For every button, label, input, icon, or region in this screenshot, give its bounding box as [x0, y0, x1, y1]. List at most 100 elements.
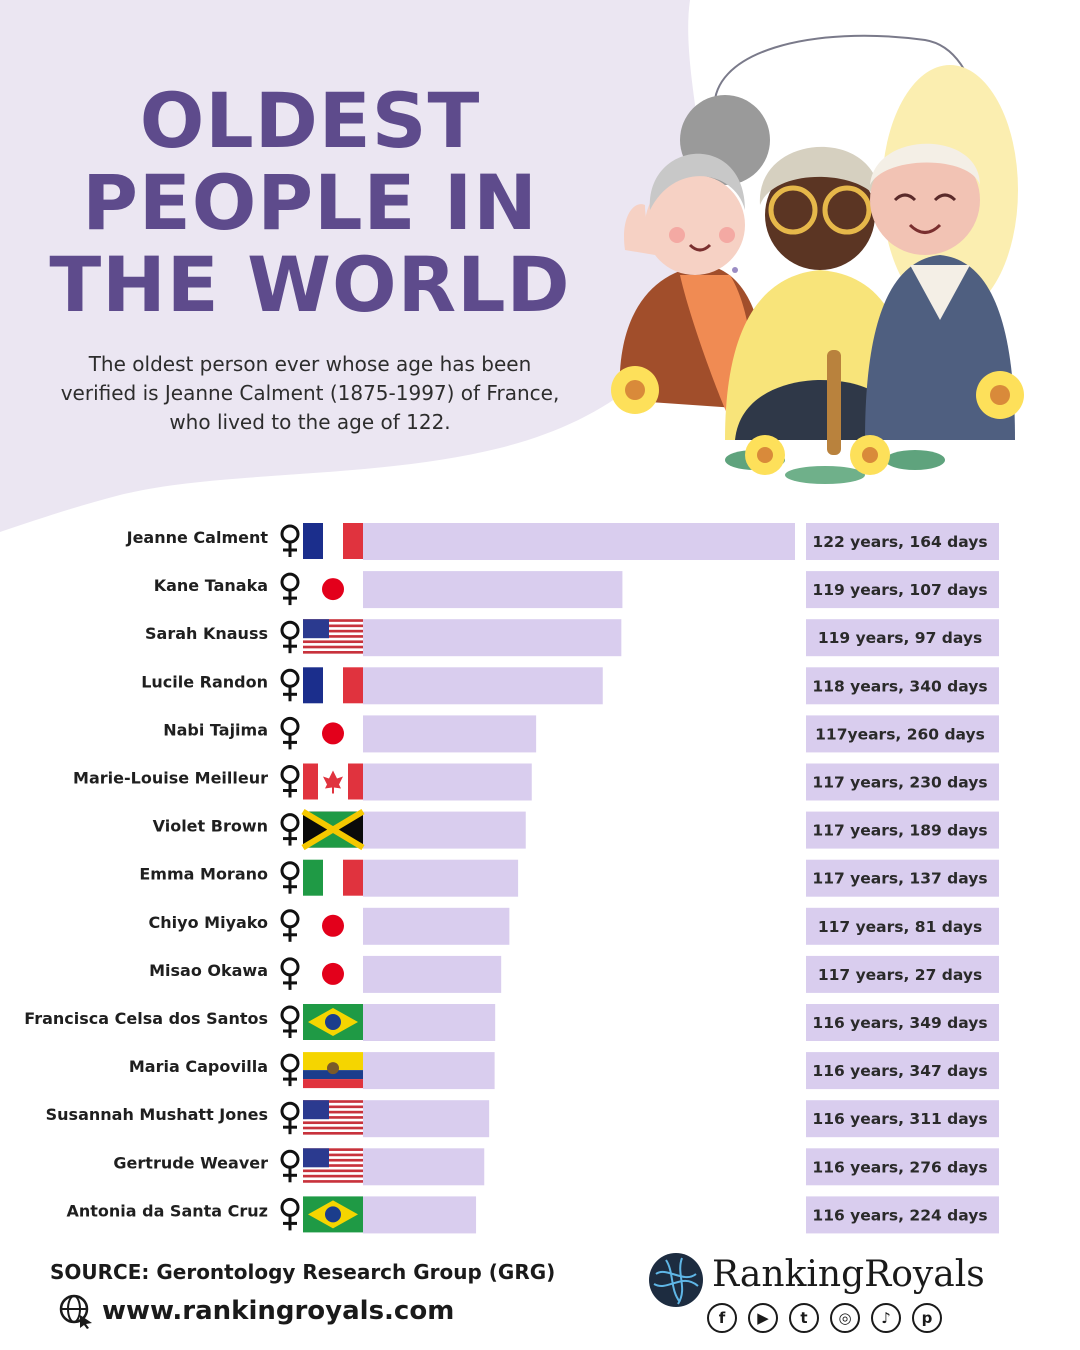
- category-label: Antonia da Santa Cruz: [66, 1201, 268, 1220]
- value-box: [806, 619, 999, 657]
- female-symbol-icon: [280, 524, 300, 557]
- value-label: 117 years, 137 days: [812, 870, 987, 888]
- value-box: [806, 955, 999, 993]
- category-label: Francisca Celsa dos Santos: [24, 1009, 268, 1028]
- category-label: Sarah Knauss: [145, 624, 268, 643]
- background-blob: [0, 0, 707, 532]
- flag-icon-japan: [303, 907, 363, 944]
- female-symbol-icon: [280, 909, 300, 942]
- category-label: Nabi Tajima: [163, 720, 268, 739]
- website-link[interactable]: www.rankingroyals.com: [102, 1296, 455, 1326]
- bar-12: [363, 1100, 490, 1138]
- value-label: 117 years, 27 days: [818, 966, 982, 984]
- value-label: 117 years, 189 days: [812, 822, 987, 840]
- female-symbol-icon: [280, 668, 300, 702]
- bar-13: [363, 1148, 485, 1186]
- pinterest-icon[interactable]: p: [912, 1303, 942, 1333]
- brand-name: RankingRoyals: [712, 1254, 985, 1295]
- female-symbol-icon: [280, 861, 300, 894]
- category-label: Chiyo Miyako: [149, 913, 268, 932]
- flag-icon-japan: [303, 955, 363, 992]
- value-box: [806, 1004, 999, 1041]
- value-label: 116 years, 276 days: [812, 1158, 987, 1176]
- bar-6: [363, 811, 526, 849]
- twitter-icon[interactable]: t: [789, 1303, 819, 1333]
- bar-8: [363, 907, 510, 945]
- title-line: PEOPLE IN: [82, 158, 538, 247]
- category-label: Gertrude Weaver: [113, 1153, 268, 1172]
- female-symbol-icon: [280, 1053, 300, 1087]
- bar-5: [363, 763, 532, 801]
- female-symbol-icon: [280, 1197, 300, 1231]
- tiktok-icon[interactable]: ♪: [871, 1303, 901, 1333]
- value-box: [806, 1196, 999, 1234]
- page-subtitle: The oldest person ever whose age has bee…: [60, 352, 560, 434]
- facebook-icon[interactable]: f: [707, 1303, 737, 1333]
- category-label: Lucile Randon: [141, 672, 268, 691]
- female-symbol-icon: [280, 572, 300, 606]
- female-symbol-icon: [280, 716, 300, 750]
- flag-icon-brazil: [303, 1196, 363, 1233]
- instagram-icon[interactable]: ◎: [830, 1303, 860, 1333]
- value-box: [806, 1148, 999, 1186]
- value-box: [806, 1100, 999, 1138]
- value-label: 118 years, 340 days: [812, 677, 987, 695]
- flag-icon-france: [303, 667, 363, 704]
- value-box: [806, 811, 999, 849]
- bar-4: [363, 715, 537, 753]
- social-icons-row: f ▶ t ◎ ♪ p: [707, 1303, 942, 1333]
- bar-0: [363, 523, 795, 560]
- value-box: [806, 667, 999, 705]
- flag-icon-canada: [303, 763, 363, 800]
- flag-icon-ecuador: [303, 1052, 363, 1089]
- website-row: www.rankingroyals.com: [58, 1292, 454, 1330]
- title-line: THE WORLD: [49, 240, 571, 329]
- value-label: 117years, 260 days: [815, 725, 985, 743]
- flag-icon-united-states: [303, 619, 363, 656]
- value-label: 119 years, 97 days: [818, 629, 982, 647]
- female-symbol-icon: [280, 813, 300, 846]
- bar-2: [363, 619, 622, 657]
- category-label: Kane Tanaka: [154, 576, 268, 595]
- category-label: Marie-Louise Meilleur: [73, 769, 268, 788]
- value-box: [806, 763, 999, 801]
- value-box: [806, 715, 999, 753]
- flag-icon-united-states: [303, 1148, 363, 1185]
- value-label: 116 years, 349 days: [812, 1014, 987, 1032]
- flag-icon-japan: [303, 715, 363, 752]
- value-label: 116 years, 347 days: [812, 1062, 987, 1080]
- female-symbol-icon: [280, 1149, 300, 1183]
- flag-icon-japan: [303, 571, 363, 608]
- female-symbol-icon: [280, 1101, 300, 1135]
- bar-11: [363, 1052, 495, 1090]
- flag-icon-united-states: [303, 1100, 363, 1137]
- category-label: Susannah Mushatt Jones: [46, 1105, 268, 1124]
- female-symbol-icon: [280, 957, 300, 990]
- page-title: OLDEST PEOPLE IN THE WORLD: [40, 80, 580, 326]
- value-box: [806, 523, 999, 560]
- youtube-icon[interactable]: ▶: [748, 1303, 778, 1333]
- category-label: Misao Okawa: [149, 961, 268, 980]
- bar-1: [363, 571, 623, 609]
- elderly-people-illustration: [611, 34, 1024, 484]
- flag-icon-brazil: [303, 1004, 363, 1040]
- category-label: Jeanne Calment: [126, 528, 269, 547]
- brand-logo-icon: [649, 1253, 703, 1307]
- value-label: 116 years, 224 days: [812, 1206, 987, 1224]
- value-box: [806, 907, 999, 945]
- value-box: [806, 1052, 999, 1090]
- value-label: 117 years, 230 days: [812, 774, 987, 792]
- title-line: OLDEST: [139, 76, 481, 165]
- value-box: [806, 859, 999, 897]
- value-label: 116 years, 311 days: [812, 1110, 987, 1128]
- bar-10: [363, 1004, 496, 1041]
- category-label: Violet Brown: [153, 817, 268, 836]
- bar-9: [363, 955, 502, 993]
- category-label: Emma Morano: [139, 865, 268, 884]
- female-symbol-icon: [280, 1005, 300, 1038]
- bar-3: [363, 667, 603, 705]
- value-box: [806, 571, 999, 609]
- category-label: Maria Capovilla: [129, 1057, 268, 1076]
